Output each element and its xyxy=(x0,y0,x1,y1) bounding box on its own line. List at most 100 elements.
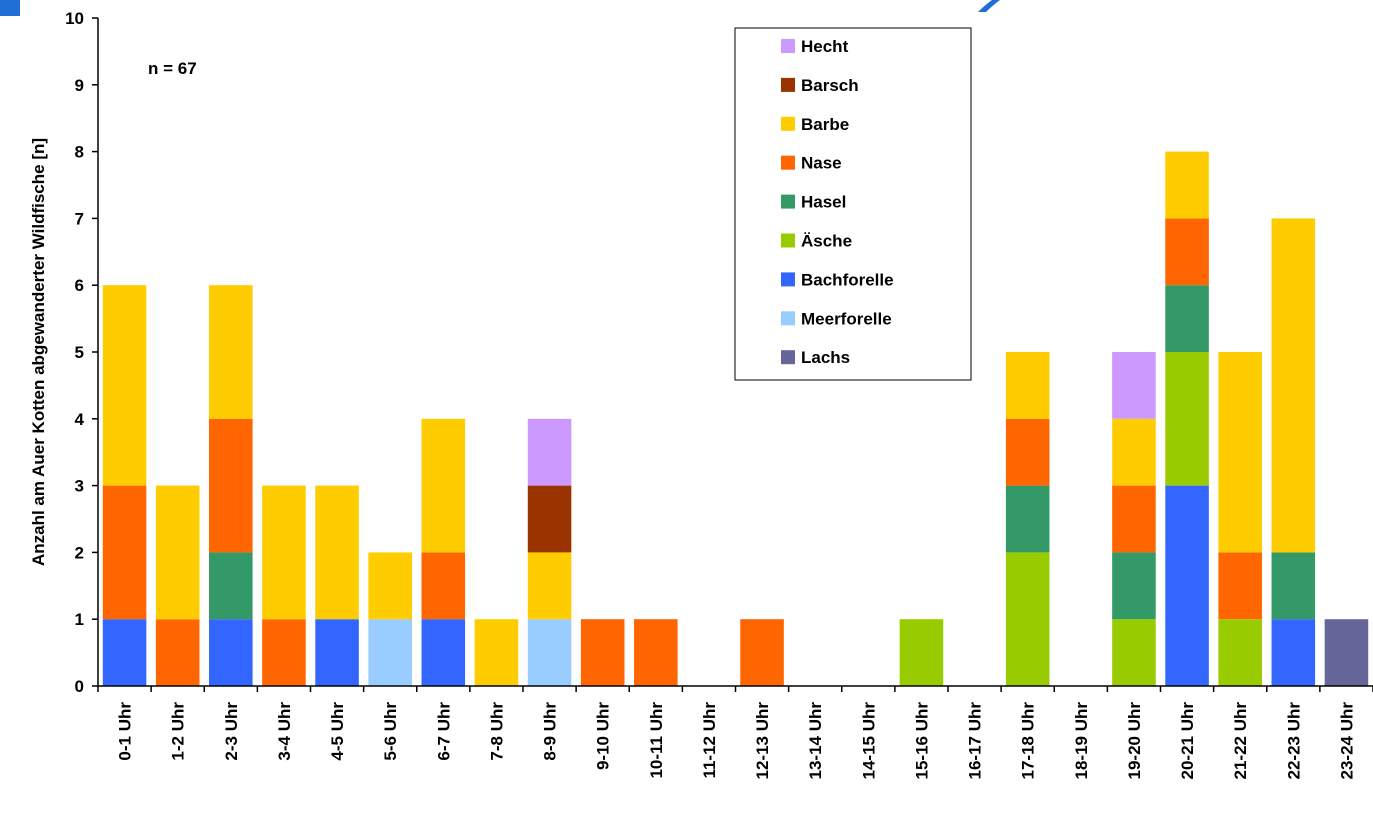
x-tick-label: 23-24 Uhr xyxy=(1337,702,1356,780)
bar-aesche-21-22-uhr xyxy=(1218,619,1262,686)
bar-nase-20-21-uhr xyxy=(1165,218,1209,286)
bar-barbe-17-18-uhr xyxy=(1005,352,1050,419)
x-tick-label: 15-16 Uhr xyxy=(912,702,931,780)
bar-nase-10-11-uhr xyxy=(634,619,678,686)
legend-swatch-bachforelle xyxy=(781,272,795,287)
bar-hasel-19-20-uhr xyxy=(1112,552,1156,620)
legend-swatch-hecht xyxy=(781,39,795,53)
bar-hecht-19-20-uhr xyxy=(1112,352,1156,419)
x-tick-label: 17-18 Uhr xyxy=(1019,702,1038,780)
legend-label-barbe: Barbe xyxy=(801,115,849,134)
bar-aesche-19-20-uhr xyxy=(1112,619,1156,686)
legend-label-bachforelle: Bachforelle xyxy=(801,270,894,289)
bar-barbe-20-21-uhr xyxy=(1165,151,1209,219)
x-tick-label: 14-15 Uhr xyxy=(859,702,878,780)
bar-nase-17-18-uhr xyxy=(1005,418,1050,486)
bar-hasel-20-21-uhr xyxy=(1165,285,1209,352)
bar-nase-1-2-uhr xyxy=(155,619,200,686)
bars-layer xyxy=(102,151,1369,686)
legend-box xyxy=(734,27,972,381)
bar-bachforelle-22-23-uhr xyxy=(1271,619,1316,686)
bar-bachforelle-2-3-uhr xyxy=(209,619,253,686)
legend-label-hecht: Hecht xyxy=(801,37,849,56)
legend-label-meerforelle: Meerforelle xyxy=(801,309,892,328)
x-tick-labels: 0-1 Uhr 1-2 Uhr 2-3 Uhr 3-4 Uhr 4-5 Uhr 5-6 U… xyxy=(116,702,1357,780)
header-fragment-left xyxy=(0,0,20,16)
legend-swatch-meerforelle xyxy=(781,311,795,326)
sample-size-annotation: n = 67 xyxy=(148,59,197,78)
legend-swatch-barsch xyxy=(781,77,795,92)
bar-hasel-22-23-uhr xyxy=(1271,552,1316,620)
y-tick-label: 7 xyxy=(75,209,84,228)
legend: Hecht Barsch Barbe Nase Hasel Äsche Bachforell… xyxy=(734,27,972,381)
bar-nase-6-7-uhr xyxy=(421,552,466,620)
bar-barbe-8-9-uhr xyxy=(527,552,572,620)
y-tick-label: 8 xyxy=(75,143,84,162)
x-tick-label: 0-1 Uhr xyxy=(116,702,135,761)
legend-swatch-hasel xyxy=(781,194,795,209)
x-tick-label: 18-19 Uhr xyxy=(1072,702,1091,780)
bar-aesche-17-18-uhr xyxy=(1005,552,1050,686)
x-tick-label: 20-21 Uhr xyxy=(1178,702,1197,780)
y-tick-label: 0 xyxy=(75,677,84,696)
bar-nase-3-4-uhr xyxy=(262,619,306,686)
x-tick-label: 22-23 Uhr xyxy=(1284,702,1303,780)
y-tick-labels: 0 1 2 3 4 5 6 7 8 9 10 xyxy=(65,9,84,696)
legend-label-lachs: Lachs xyxy=(801,348,850,367)
bar-meerforelle-5-6-uhr xyxy=(368,619,412,686)
bar-meerforelle-8-9-uhr xyxy=(527,619,572,686)
bar-bachforelle-20-21-uhr xyxy=(1165,485,1209,686)
bar-barbe-0-1-uhr xyxy=(102,285,147,486)
bar-nase-12-13-uhr xyxy=(740,619,784,686)
legend-swatch-barbe xyxy=(781,116,795,131)
y-tick-label: 1 xyxy=(75,610,84,629)
x-tick-label: 12-13 Uhr xyxy=(753,702,772,780)
y-tick-label: 10 xyxy=(65,9,84,28)
legend-label-barsch: Barsch xyxy=(801,76,859,95)
bar-barbe-22-23-uhr xyxy=(1271,218,1316,553)
x-tick-label: 10-11 Uhr xyxy=(647,702,666,779)
bar-barbe-4-5-uhr xyxy=(315,485,359,620)
bar-aesche-15-16-uhr xyxy=(899,619,944,686)
bar-barbe-7-8-uhr xyxy=(474,619,519,686)
legend-label-nase: Nase xyxy=(801,154,842,173)
bar-barbe-2-3-uhr xyxy=(209,285,253,419)
bar-hasel-2-3-uhr xyxy=(209,552,253,620)
x-tick-label: 13-14 Uhr xyxy=(806,702,825,780)
x-tick-label: 6-7 Uhr xyxy=(434,702,453,761)
bar-barbe-1-2-uhr xyxy=(155,485,200,620)
y-tick-label: 5 xyxy=(75,343,84,362)
y-axis-label: Anzahl am Auer Kotten abgewanderter Wild… xyxy=(29,138,48,566)
bar-lachs-23-24-uhr xyxy=(1324,619,1369,686)
x-tick-label: 19-20 Uhr xyxy=(1125,702,1144,780)
bar-barbe-19-20-uhr xyxy=(1112,418,1156,486)
bar-nase-19-20-uhr xyxy=(1112,485,1156,553)
x-tick-label: 7-8 Uhr xyxy=(487,702,506,761)
x-tick-label: 2-3 Uhr xyxy=(222,702,241,761)
x-tick-label: 8-9 Uhr xyxy=(541,702,560,761)
bar-barbe-6-7-uhr xyxy=(421,418,466,553)
bar-barsch-8-9-uhr xyxy=(527,485,572,553)
y-tick-label: 6 xyxy=(75,276,84,295)
bar-hecht-8-9-uhr xyxy=(527,418,572,486)
x-tick-label: 4-5 Uhr xyxy=(328,702,347,761)
legend-swatch-nase xyxy=(781,155,795,170)
legend-swatch-aesche xyxy=(781,233,795,248)
header-fragment-right xyxy=(978,0,1000,12)
bar-bachforelle-6-7-uhr xyxy=(421,619,466,686)
bar-nase-0-1-uhr xyxy=(102,485,147,620)
x-tick-label: 21-22 Uhr xyxy=(1231,702,1250,780)
x-tick-label: 16-17 Uhr xyxy=(966,702,985,780)
legend-label-hasel: Hasel xyxy=(801,193,846,212)
bar-barbe-5-6-uhr xyxy=(368,552,412,620)
bar-bachforelle-4-5-uhr xyxy=(315,619,359,686)
x-tick-label: 5-6 Uhr xyxy=(381,702,400,761)
bar-barbe-3-4-uhr xyxy=(262,485,306,620)
y-tick-label: 3 xyxy=(75,477,84,496)
bar-hasel-17-18-uhr xyxy=(1005,485,1050,553)
x-tick-label: 1-2 Uhr xyxy=(169,702,188,761)
legend-label-aesche: Äsche xyxy=(801,232,852,251)
x-tick-label: 11-12 Uhr xyxy=(700,702,719,779)
bar-bachforelle-0-1-uhr xyxy=(102,619,147,686)
bar-aesche-20-21-uhr xyxy=(1165,352,1209,486)
